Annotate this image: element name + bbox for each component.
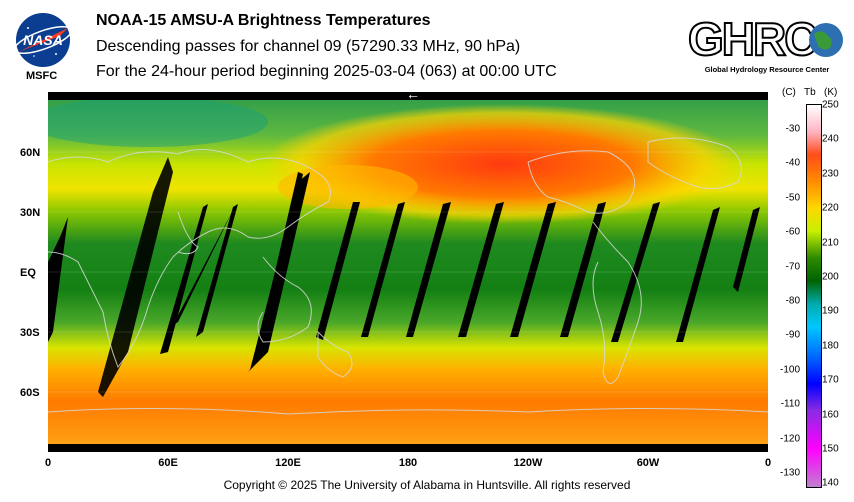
- colorbar-tb-header: Tb: [804, 87, 816, 98]
- colorbar-celsius-header: (C): [782, 87, 796, 98]
- lat-tick-60s: 60S: [20, 387, 40, 399]
- colorbar-kelvin-tick: 250: [822, 99, 839, 111]
- lat-tick-30s: 30S: [20, 327, 40, 339]
- colorbar-kelvin-tick: 220: [822, 202, 839, 214]
- colorbar-kelvin-tick: 160: [822, 409, 839, 421]
- lon-tick-60w: 60W: [636, 457, 660, 469]
- colorbar-celsius-tick: -80: [785, 295, 800, 307]
- colorbar-kelvin-tick: 170: [822, 374, 839, 386]
- colorbar-celsius-tick: -40: [785, 157, 800, 169]
- colorbar: [806, 104, 822, 488]
- ghrc-subtitle: Global Hydrology Resource Center: [705, 65, 830, 74]
- page-title: NOAA-15 AMSU-A Brightness Temperatures: [96, 12, 431, 29]
- colorbar-kelvin-tick: 180: [822, 340, 839, 352]
- page-subtitle: Descending passes for channel 09 (57290.…: [96, 38, 521, 55]
- colorbar-kelvin-tick: 240: [822, 133, 839, 145]
- colorbar-kelvin-tick: 150: [822, 443, 839, 455]
- lon-tick-120w: 120W: [513, 457, 543, 469]
- nasa-logo: NASA: [12, 10, 74, 70]
- direction-arrow-icon: ←: [406, 86, 420, 102]
- colorbar-celsius-tick: -100: [779, 364, 800, 376]
- ghrc-logo: GHRC Global Hydrology Resource Center: [686, 10, 848, 78]
- colorbar-celsius-tick: -50: [785, 192, 800, 204]
- colorbar-kelvin-tick: 210: [822, 237, 839, 249]
- nasa-text: NASA: [23, 32, 63, 48]
- colorbar-celsius-tick: -130: [779, 467, 800, 479]
- colorbar-celsius-tick: -30: [785, 123, 800, 135]
- lat-tick-eq: EQ: [20, 267, 36, 279]
- colorbar-kelvin-header: (K): [824, 87, 838, 98]
- brightness-temperature-map: [28, 92, 769, 452]
- colorbar-celsius-tick: -90: [785, 329, 800, 341]
- msfc-label: MSFC: [26, 70, 58, 82]
- colorbar-celsius-tick: -110: [780, 398, 800, 410]
- colorbar-celsius-tick: -120: [779, 433, 800, 445]
- colorbar-kelvin-tick: 230: [822, 168, 839, 180]
- colorbar-kelvin-tick: 200: [822, 271, 839, 283]
- lon-tick-60e: 60E: [158, 457, 178, 469]
- colorbar-kelvin-tick: 140: [822, 477, 839, 489]
- time-period: For the 24-hour period beginning 2025-03…: [96, 63, 557, 80]
- lon-tick-0-left: 0: [44, 457, 52, 469]
- colorbar-celsius-tick: -60: [785, 226, 800, 238]
- lon-tick-0-right: 0: [764, 457, 772, 469]
- lat-tick-60n: 60N: [20, 147, 41, 159]
- ghrc-text: GHRC: [688, 13, 816, 65]
- copyright-notice: Copyright © 2025 The University of Alaba…: [223, 478, 631, 492]
- lat-tick-30n: 30N: [20, 207, 41, 219]
- colorbar-celsius-tick: -70: [785, 261, 800, 273]
- lon-tick-180: 180: [398, 457, 418, 469]
- lon-tick-120e: 120E: [275, 457, 301, 469]
- colorbar-kelvin-tick: 190: [822, 305, 839, 317]
